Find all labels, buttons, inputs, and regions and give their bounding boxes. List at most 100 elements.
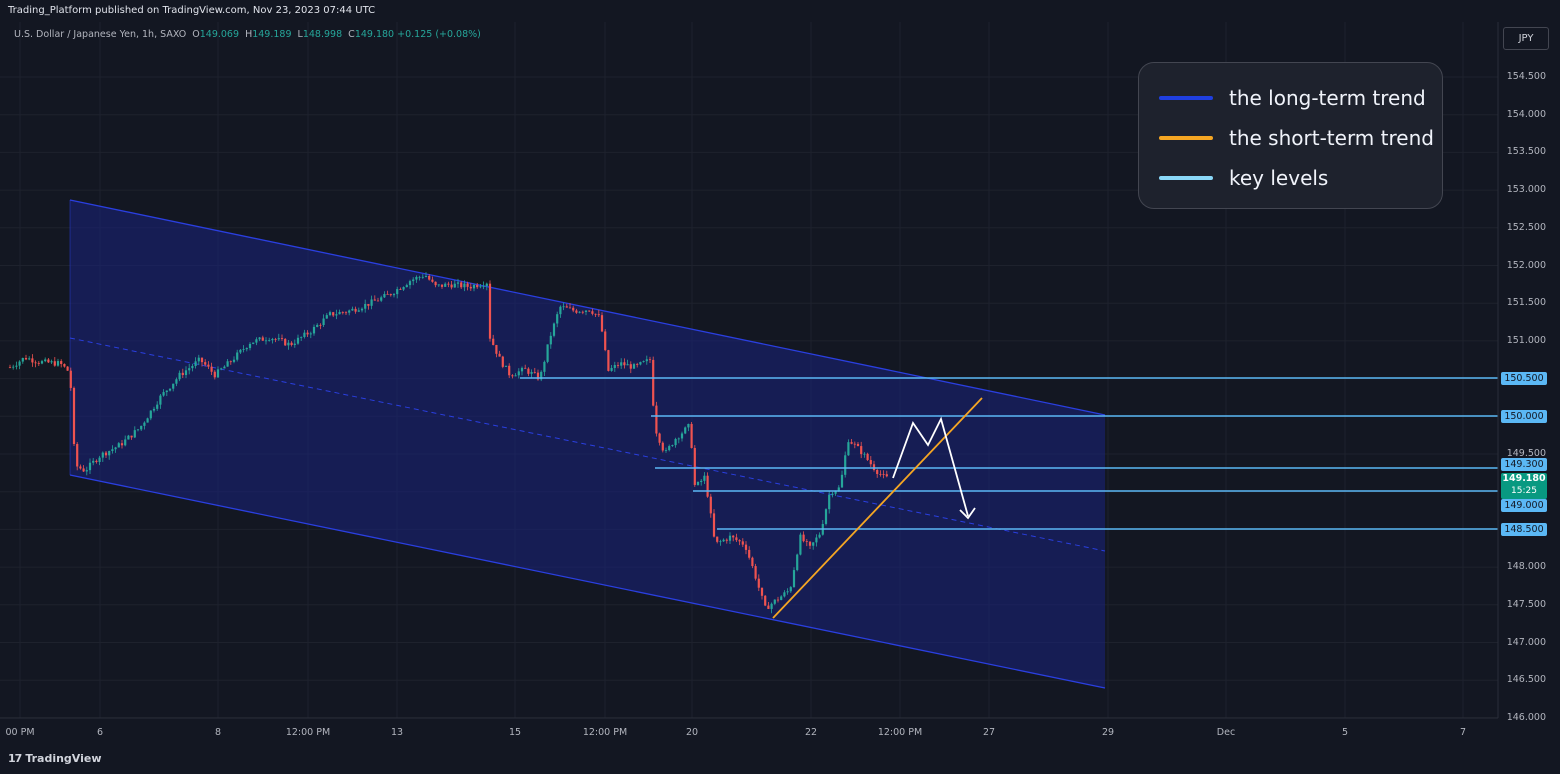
candle-body (530, 371, 533, 374)
brand-name: TradingView (25, 752, 102, 765)
candle-body (620, 362, 623, 366)
candle-body (28, 358, 31, 360)
candle-body (552, 323, 556, 336)
candle-body (847, 442, 850, 456)
key-level-tag: 149.000 (1501, 499, 1547, 512)
candle-body (341, 312, 344, 313)
candle-body (255, 339, 258, 343)
candle-body (760, 587, 764, 596)
candle-body (789, 587, 792, 592)
candle-body (424, 275, 428, 277)
candle-body (354, 308, 357, 312)
candle-body (716, 536, 719, 542)
legend-swatch-long-term (1159, 96, 1213, 100)
candle-body (245, 348, 248, 350)
candle-body (287, 342, 290, 346)
candle-body (709, 496, 712, 514)
candle-body (37, 362, 40, 364)
candle-body (658, 433, 661, 443)
candle-body (812, 542, 815, 546)
current-price-value: 149.180 (1502, 473, 1546, 484)
candle-body (559, 306, 562, 315)
candle-body (444, 283, 447, 287)
candle-body (280, 338, 284, 339)
short-term-trend-line[interactable] (772, 397, 983, 619)
symbol-name[interactable]: U.S. Dollar / Japanese Yen, 1h, SAXO (14, 29, 187, 40)
candle-body (351, 308, 354, 311)
candle-body (405, 285, 408, 288)
candle-body (248, 343, 252, 349)
open-value: 149.069 (199, 29, 240, 40)
candle-body (274, 338, 277, 340)
candle-body (82, 468, 85, 472)
candle-body (520, 367, 524, 372)
candle-body (232, 359, 236, 362)
candle-body (44, 359, 47, 362)
time-axis-tick: 7 (1459, 727, 1467, 738)
candle-body (805, 541, 808, 542)
candle-body (194, 361, 197, 366)
candle-body (584, 310, 588, 312)
candle-body (72, 387, 76, 445)
candle-body (796, 554, 799, 571)
currency-button[interactable]: JPY (1503, 27, 1549, 50)
long-term-trend-channel[interactable] (70, 200, 1105, 688)
candle-body (485, 283, 488, 286)
candle-body (460, 282, 463, 288)
candle-body (546, 344, 549, 362)
candle-body (437, 284, 440, 286)
candle-body (773, 599, 776, 604)
candle-body (360, 308, 364, 311)
channel-upper-line[interactable] (69, 199, 1106, 416)
candle-body (344, 312, 348, 314)
candle-body (632, 364, 636, 369)
candle-body (751, 557, 754, 567)
candle-body (223, 366, 226, 369)
candle-body (149, 410, 152, 419)
price-axis-tick: 152.500 (1506, 221, 1546, 233)
candle-body (872, 464, 876, 470)
candle-body (588, 310, 591, 312)
candle-body (696, 481, 700, 485)
candle-body (284, 338, 287, 346)
projection-path[interactable] (892, 416, 969, 517)
candle-body (636, 364, 639, 365)
candle-body (776, 599, 780, 601)
candle-body (165, 390, 168, 393)
candle-body (389, 294, 392, 296)
candle-body (200, 357, 204, 363)
candle-body (261, 337, 264, 341)
key-level-tag: 149.300 (1501, 458, 1547, 471)
candle-body (492, 338, 495, 345)
candle-body (476, 285, 479, 288)
candle-body (748, 549, 751, 558)
candle-body (629, 364, 632, 369)
candle-body (764, 595, 767, 606)
candle-body (844, 455, 847, 475)
candle-body (562, 306, 565, 308)
candle-body (316, 324, 319, 327)
candle-body (159, 395, 162, 405)
candle-body (549, 335, 552, 345)
candle-body (674, 438, 677, 446)
candle-body (693, 447, 696, 485)
tradingview-logo[interactable]: 𝟭𝟳 TradingView (8, 752, 102, 765)
candle-body (156, 404, 159, 409)
channel-lower-line[interactable] (69, 474, 1106, 689)
candle-body (508, 365, 511, 376)
candle-body (466, 283, 469, 287)
candle-body (98, 457, 101, 462)
time-axis-tick: 12:00 PM (582, 727, 628, 738)
candle-body (661, 442, 664, 451)
candle-body (786, 591, 789, 593)
candle-body (840, 474, 844, 488)
candle-body (63, 363, 66, 367)
publish-text: Trading_Platform published on TradingVie… (8, 5, 376, 16)
candle-body (85, 470, 88, 472)
candle-body (802, 534, 805, 542)
candle-body (40, 361, 44, 364)
candle-body (706, 475, 709, 497)
candle-body (722, 539, 725, 542)
legend-box[interactable]: the long-term trend the short-term trend… (1138, 62, 1443, 209)
